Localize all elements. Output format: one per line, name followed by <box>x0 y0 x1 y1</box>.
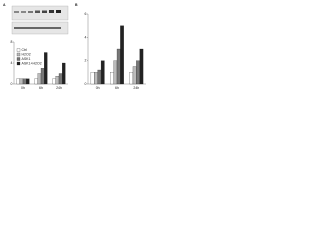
bar <box>26 78 30 85</box>
bar <box>116 48 121 85</box>
bar <box>136 60 140 85</box>
y-tick-label: 6 <box>85 12 87 16</box>
bar <box>34 78 38 85</box>
x-tick-label: 0h <box>21 86 25 90</box>
bar <box>120 25 124 85</box>
panel-label: B <box>75 3 78 7</box>
bar <box>55 76 60 85</box>
panel-label: A <box>3 3 6 7</box>
bar <box>113 60 118 85</box>
x-tick-label: 6h <box>115 86 119 90</box>
bar <box>132 66 137 85</box>
y-tick-label: 4 <box>85 35 87 39</box>
y-tick-label: 8 <box>11 40 13 44</box>
bar <box>62 62 66 85</box>
bar <box>97 69 102 85</box>
x-tick-label: 24h <box>56 86 62 90</box>
legend-label: ASK1+H2O2 <box>22 61 42 65</box>
bar <box>44 52 48 85</box>
legend-swatch <box>16 48 21 52</box>
legend-swatch <box>16 61 21 66</box>
bar <box>22 78 27 85</box>
bar <box>110 72 114 85</box>
y-tick-label: 0 <box>85 82 87 86</box>
x-tick-label: 6h <box>39 86 43 90</box>
legend-swatch <box>16 57 21 61</box>
legend-label: H2O2 <box>22 52 31 56</box>
bar <box>129 72 134 85</box>
y-tick-label: 2 <box>85 59 87 63</box>
bar <box>100 60 105 85</box>
legend-label: Ctrl <box>22 48 28 52</box>
y-tick-label: 0 <box>11 82 13 86</box>
bar <box>16 78 20 85</box>
western-blot <box>11 5 69 35</box>
x-tick-label: 24h <box>133 86 139 90</box>
y-tick-label: 4 <box>11 61 13 65</box>
bar <box>52 78 56 85</box>
bar <box>19 78 24 85</box>
x-tick-label: 0h <box>96 86 100 90</box>
bar <box>37 73 42 85</box>
bar <box>94 72 98 85</box>
legend-swatch <box>16 52 21 57</box>
bar <box>58 73 63 85</box>
legend-label: ASK1 <box>22 57 31 61</box>
bar <box>139 48 144 85</box>
bar <box>40 68 45 85</box>
bar <box>90 72 95 85</box>
